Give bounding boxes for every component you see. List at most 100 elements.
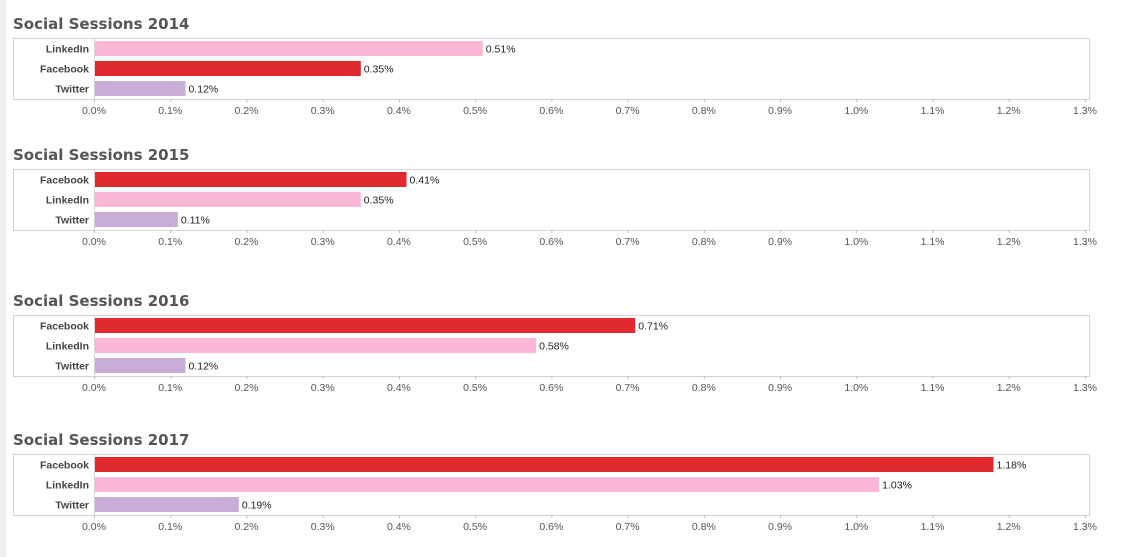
x-tick-label: 0.7%: [616, 521, 640, 533]
x-tick-label: 0.8%: [692, 105, 716, 117]
category-label: Facebook: [40, 63, 89, 75]
value-label: 0.58%: [539, 340, 569, 352]
value-label: 0.35%: [364, 63, 394, 75]
bar-facebook: [95, 172, 407, 187]
chart-title: Social Sessions 2015: [13, 146, 190, 164]
x-tick-label: 1.1%: [921, 521, 945, 533]
bar-facebook: [95, 457, 994, 472]
bar-chart-2014: LinkedIn 0.51% Facebook 0.35% Twitter 0.12% 0.…: [13, 38, 1097, 117]
x-tick-label: 0.0%: [82, 236, 106, 248]
bar-twitter: [95, 497, 239, 512]
x-tick-label: 0.3%: [311, 521, 335, 533]
x-tick-label: 0.5%: [463, 382, 487, 394]
x-tick-label: 0.6%: [539, 521, 563, 533]
x-tick-label: 0.0%: [82, 521, 106, 533]
category-label: Twitter: [55, 83, 89, 95]
x-tick-label: 1.1%: [921, 382, 945, 394]
x-tick-label: 0.4%: [387, 105, 411, 117]
x-tick-label: 0.5%: [463, 236, 487, 248]
x-tick-label: 0.9%: [768, 382, 792, 394]
x-tick-label: 1.0%: [844, 382, 868, 394]
value-label: 0.11%: [181, 214, 210, 226]
value-label: 0.12%: [188, 360, 218, 372]
x-tick-label: 0.5%: [463, 521, 487, 533]
x-tick-label: 0.7%: [616, 236, 640, 248]
x-tick-label: 1.3%: [1073, 382, 1097, 394]
value-label: 1.18%: [997, 459, 1027, 471]
x-tick-label: 0.1%: [158, 521, 182, 533]
x-tick-label: 1.1%: [921, 105, 945, 117]
x-tick-label: 0.9%: [768, 105, 792, 117]
x-tick-label: 0.7%: [616, 382, 640, 394]
bar-chart-2017: Facebook 1.18% LinkedIn 1.03% Twitter 0.19% 0.…: [13, 454, 1097, 533]
category-label: LinkedIn: [46, 479, 89, 491]
bar-twitter: [95, 81, 186, 96]
category-label: Twitter: [55, 360, 89, 372]
x-tick-label: 0.8%: [692, 382, 716, 394]
x-tick-label: 1.2%: [997, 105, 1021, 117]
x-tick-label: 0.3%: [311, 236, 335, 248]
x-tick-label: 1.0%: [844, 521, 868, 533]
x-tick-label: 0.2%: [234, 105, 258, 117]
x-tick-label: 0.4%: [387, 236, 411, 248]
x-tick-label: 0.6%: [539, 105, 563, 117]
x-tick-label: 0.1%: [158, 105, 182, 117]
x-tick-label: 0.0%: [82, 382, 106, 394]
x-tick-label: 0.1%: [158, 382, 182, 394]
x-tick-label: 0.1%: [158, 236, 182, 248]
bar-twitter: [95, 358, 186, 373]
x-tick-label: 0.8%: [692, 236, 716, 248]
x-tick-label: 1.0%: [844, 105, 868, 117]
left-edge-strip: [0, 0, 6, 557]
x-tick-label: 0.4%: [387, 382, 411, 394]
value-label: 0.41%: [410, 174, 440, 186]
value-label: 0.51%: [486, 43, 516, 55]
value-label: 0.12%: [188, 83, 218, 95]
x-tick-label: 1.3%: [1073, 236, 1097, 248]
x-tick-label: 0.2%: [234, 382, 258, 394]
x-tick-label: 0.6%: [539, 236, 563, 248]
x-tick-label: 0.6%: [539, 382, 563, 394]
x-tick-label: 1.3%: [1073, 105, 1097, 117]
value-label: 0.19%: [242, 499, 272, 511]
chart-title: Social Sessions 2016: [13, 292, 190, 310]
x-tick-label: 0.9%: [768, 521, 792, 533]
x-tick-label: 0.9%: [768, 236, 792, 248]
x-tick-label: 0.8%: [692, 521, 716, 533]
value-label: 0.71%: [638, 320, 668, 332]
category-label: LinkedIn: [46, 340, 89, 352]
chart-title: Social Sessions 2014: [13, 15, 190, 33]
bar-chart-2015: Facebook 0.41% LinkedIn 0.35% Twitter 0.11% 0.…: [13, 169, 1097, 248]
bar-twitter: [95, 212, 178, 227]
bar-facebook: [95, 61, 361, 76]
value-label: 0.35%: [364, 194, 394, 206]
category-label: Facebook: [40, 174, 89, 186]
x-tick-label: 0.2%: [234, 521, 258, 533]
x-tick-label: 0.2%: [234, 236, 258, 248]
x-tick-label: 1.1%: [921, 236, 945, 248]
chart-title: Social Sessions 2017: [13, 431, 190, 449]
bar-facebook: [95, 318, 636, 333]
category-label: Twitter: [55, 499, 89, 511]
x-tick-label: 0.3%: [311, 382, 335, 394]
bar-linkedin: [95, 41, 483, 56]
bar-linkedin: [95, 477, 880, 492]
category-label: Facebook: [40, 320, 89, 332]
value-label: 1.03%: [882, 479, 912, 491]
category-label: LinkedIn: [46, 43, 89, 55]
category-label: LinkedIn: [46, 194, 89, 206]
category-label: Twitter: [55, 214, 89, 226]
x-tick-label: 0.5%: [463, 105, 487, 117]
x-tick-label: 1.3%: [1073, 521, 1097, 533]
category-label: Facebook: [40, 459, 89, 471]
x-tick-label: 1.0%: [844, 236, 868, 248]
bar-chart-2016: Facebook 0.71% LinkedIn 0.58% Twitter 0.12% 0.…: [13, 315, 1097, 394]
x-tick-label: 1.2%: [997, 382, 1021, 394]
bar-linkedin: [95, 338, 537, 353]
bar-linkedin: [95, 192, 361, 207]
x-tick-label: 1.2%: [997, 236, 1021, 248]
x-tick-label: 0.3%: [311, 105, 335, 117]
x-tick-label: 0.0%: [82, 105, 106, 117]
x-tick-label: 0.7%: [616, 105, 640, 117]
x-tick-label: 1.2%: [997, 521, 1021, 533]
